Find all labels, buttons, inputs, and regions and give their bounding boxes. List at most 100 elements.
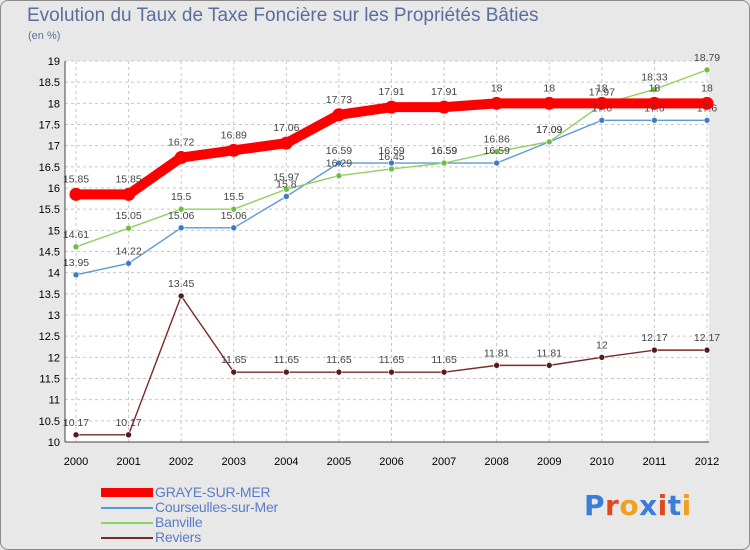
- data-label-reviers: 12.17: [694, 332, 720, 344]
- data-label-graye-sur-mer: 18: [596, 82, 608, 94]
- y-tick-label: 16.5: [39, 162, 60, 174]
- legend-label-reviers: Reviers: [155, 529, 202, 545]
- point-reviers: [493, 362, 500, 369]
- data-label-banville: 18.79: [694, 52, 720, 64]
- x-tick-label: 2011: [643, 456, 667, 468]
- point-graye-sur-mer: [647, 96, 661, 110]
- x-tick-label: 2002: [169, 456, 193, 468]
- point-banville: [230, 205, 238, 213]
- point-banville: [335, 172, 343, 180]
- point-banville: [651, 86, 658, 93]
- point-reviers: [283, 368, 290, 376]
- y-tick-label: 18: [48, 98, 60, 110]
- point-reviers: [230, 368, 238, 376]
- point-banville: [125, 224, 132, 232]
- data-label-reviers: 11.65: [326, 354, 352, 366]
- data-label-reviers: 12: [596, 339, 608, 351]
- data-label-graye-sur-mer: 18: [491, 82, 503, 94]
- data-label-reviers: 10.17: [63, 417, 89, 429]
- x-tick-label: 2009: [537, 456, 561, 468]
- point-reviers: [177, 292, 185, 300]
- point-reviers: [703, 346, 711, 354]
- point-graye-sur-mer: [332, 108, 346, 122]
- point-graye-sur-mer: [437, 100, 451, 114]
- data-label-reviers: 11.65: [274, 354, 300, 366]
- y-tick-label: 17: [48, 141, 60, 153]
- point-banville: [545, 138, 553, 146]
- point-courseulles-sur-mer: [177, 224, 185, 232]
- data-label-reviers: 10.17: [115, 417, 141, 429]
- data-label-banville: 15.05: [115, 210, 141, 222]
- data-label-courseulles-sur-mer: 17.6: [644, 102, 665, 114]
- chart-title: Evolution du Taux de Taxe Foncière sur l…: [27, 5, 539, 26]
- data-label-banville: 15.5: [171, 191, 192, 203]
- x-tick-label: 2012: [695, 456, 719, 468]
- data-label-courseulles-sur-mer: 17.6: [697, 102, 718, 114]
- data-label-graye-sur-mer: 18: [543, 82, 555, 94]
- point-graye-sur-mer: [595, 96, 609, 110]
- point-reviers: [335, 368, 343, 376]
- data-label-courseulles-sur-mer: 13.95: [63, 257, 89, 269]
- point-graye-sur-mer: [700, 96, 714, 110]
- data-label-banville: 16.45: [378, 151, 404, 163]
- x-tick-label: 2003: [222, 456, 246, 468]
- y-tick-label: 14.5: [39, 247, 60, 259]
- data-label-banville: 15.5: [224, 191, 245, 203]
- x-tick-label: 2001: [116, 456, 140, 468]
- point-banville: [177, 205, 185, 213]
- data-label-graye-sur-mer: 15.85: [115, 173, 141, 185]
- data-label-banville: 17.97: [589, 87, 615, 99]
- x-tick-label: 2004: [274, 456, 298, 468]
- point-reviers: [388, 368, 395, 376]
- logo-letter: x: [639, 489, 658, 522]
- y-tick-label: 14: [48, 268, 60, 280]
- data-label-graye-sur-mer: 16.72: [168, 137, 194, 149]
- data-label-courseulles-sur-mer: 14.22: [115, 245, 141, 257]
- point-courseulles-sur-mer: [230, 224, 238, 232]
- data-label-courseulles-sur-mer: 16.59: [484, 145, 510, 157]
- data-label-courseulles-sur-mer: 15.8: [276, 178, 297, 190]
- data-label-reviers: 11.81: [484, 347, 510, 359]
- point-graye-sur-mer: [122, 187, 136, 201]
- data-label-reviers: 11.65: [221, 354, 247, 366]
- point-graye-sur-mer: [279, 136, 293, 150]
- data-label-graye-sur-mer: 16.89: [221, 129, 247, 141]
- data-label-courseulles-sur-mer: 16.59: [378, 145, 404, 157]
- logo-letter: P: [584, 489, 606, 522]
- point-courseulles-sur-mer: [651, 116, 658, 124]
- y-tick-label: 15: [48, 225, 60, 237]
- data-label-graye-sur-mer: 17.91: [378, 86, 404, 98]
- data-label-courseulles-sur-mer: 17.09: [536, 124, 562, 136]
- point-courseulles-sur-mer: [703, 116, 711, 124]
- data-label-banville: 16.86: [484, 134, 510, 146]
- y-tick-label: 13.5: [39, 289, 60, 301]
- series: [69, 66, 714, 439]
- point-reviers: [545, 362, 553, 369]
- data-label-courseulles-sur-mer: 17.6: [592, 102, 613, 114]
- logo-letter: i: [657, 489, 668, 522]
- point-courseulles-sur-mer: [493, 159, 500, 167]
- point-courseulles-sur-mer: [335, 159, 343, 167]
- data-label-banville: 16.59: [431, 145, 457, 157]
- y-tick-label: 12.5: [39, 331, 60, 343]
- point-reviers: [598, 354, 606, 361]
- y-tick-label: 10: [48, 437, 60, 449]
- point-courseulles-sur-mer: [72, 271, 80, 279]
- legend-label-banville: Banville: [155, 514, 203, 530]
- point-banville: [388, 165, 395, 173]
- data-label-graye-sur-mer: 17.91: [431, 86, 457, 98]
- point-banville: [72, 243, 80, 251]
- point-banville: [703, 66, 711, 74]
- y-tick-label: 11.5: [39, 374, 60, 386]
- x-tick-label: 2007: [432, 456, 456, 468]
- legend-swatch-courseulles: [101, 507, 153, 509]
- data-label-courseulles-sur-mer: 16.59: [326, 145, 352, 157]
- point-graye-sur-mer: [542, 96, 556, 110]
- legend-swatch-graye: [101, 488, 153, 497]
- y-tick-label: 13: [48, 310, 60, 322]
- logo-letter: i: [681, 489, 692, 522]
- data-label-graye-sur-mer: 18: [701, 82, 713, 94]
- data-label-graye-sur-mer: 15.85: [63, 173, 89, 185]
